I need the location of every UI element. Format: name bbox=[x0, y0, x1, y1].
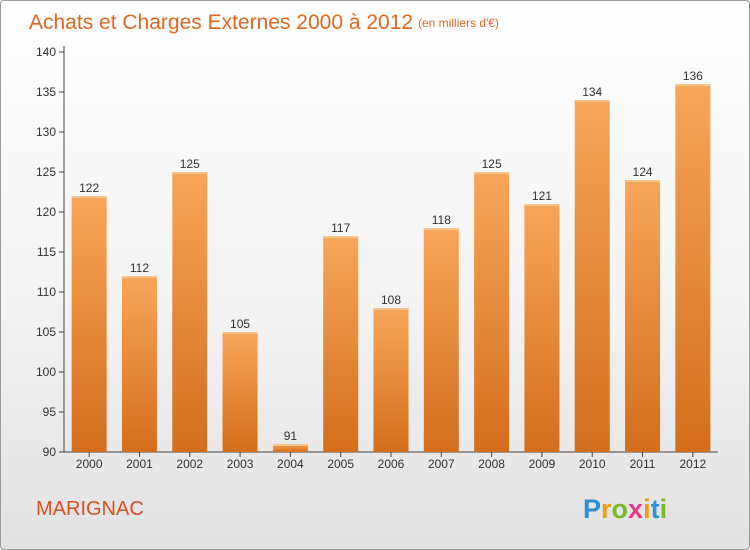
bar-top-highlight bbox=[121, 276, 157, 278]
bar-2008 bbox=[474, 172, 510, 452]
y-tick-label: 90 bbox=[43, 445, 57, 459]
bar-2006 bbox=[373, 308, 409, 452]
bar-top-highlight bbox=[323, 236, 359, 238]
bar-top-highlight bbox=[373, 308, 409, 310]
chart-title: Achats et Charges Externes 2000 à 2012 bbox=[29, 11, 413, 34]
value-label-2001: 112 bbox=[130, 261, 149, 275]
bar-2000 bbox=[71, 196, 107, 452]
y-tick-labels: 90 95 100 105 110 115 120 125 130 135 140 bbox=[36, 45, 56, 459]
value-label-2007: 118 bbox=[432, 213, 451, 227]
x-tick-label-2011: 2011 bbox=[630, 457, 656, 471]
proxiti-logo: Proxiti bbox=[583, 494, 667, 524]
bar-top-highlight bbox=[172, 172, 208, 174]
x-tick-label-2010: 2010 bbox=[579, 457, 606, 471]
logo-letter: o bbox=[612, 494, 629, 524]
x-tick-label-2003: 2003 bbox=[227, 457, 254, 471]
x-tick-labels: 2000 2001 2002 2003 2004 2005 2006 2007 2008 2009… bbox=[76, 457, 707, 471]
value-label-2005: 117 bbox=[331, 221, 350, 235]
x-tick-label-2008: 2008 bbox=[478, 457, 505, 471]
bar-top-highlight bbox=[423, 228, 459, 230]
y-tick-label: 100 bbox=[36, 365, 56, 379]
y-tick-label: 135 bbox=[36, 85, 56, 99]
bar-2003 bbox=[222, 332, 258, 452]
y-tick-label: 110 bbox=[37, 285, 56, 299]
x-tick-label-2009: 2009 bbox=[529, 457, 556, 471]
bar-top-highlight bbox=[574, 100, 610, 102]
chart-subtitle: (en milliers d'€) bbox=[418, 16, 499, 30]
y-tick-label: 130 bbox=[36, 125, 56, 139]
bar-top-highlight bbox=[625, 180, 661, 182]
bar-2004 bbox=[272, 444, 308, 452]
value-label-2011: 124 bbox=[633, 165, 653, 179]
x-tick-label-2002: 2002 bbox=[176, 457, 203, 471]
bar-top-highlight bbox=[71, 196, 107, 198]
bar-top-highlight bbox=[524, 204, 560, 206]
value-label-2012: 136 bbox=[683, 69, 703, 83]
value-label-2003: 105 bbox=[230, 317, 250, 331]
y-tick-label: 120 bbox=[36, 205, 56, 219]
bar-2011 bbox=[625, 180, 661, 452]
y-tick-label: 115 bbox=[37, 245, 56, 259]
y-tick-label: 140 bbox=[36, 45, 56, 59]
logo-letter: i bbox=[660, 494, 668, 524]
y-tick-label: 95 bbox=[43, 405, 57, 419]
x-tick-label-2000: 2000 bbox=[76, 457, 103, 471]
bar-2001 bbox=[121, 276, 157, 452]
x-tick-label-2005: 2005 bbox=[327, 457, 354, 471]
y-tick-label: 125 bbox=[36, 165, 56, 179]
x-tick-label-2012: 2012 bbox=[679, 457, 706, 471]
logo-letter: x bbox=[628, 494, 643, 524]
bar-2005 bbox=[323, 236, 359, 452]
y-tick-label: 105 bbox=[36, 325, 56, 339]
commune-name: MARIGNAC bbox=[36, 498, 144, 520]
value-label-2006: 108 bbox=[381, 293, 401, 307]
value-label-2009: 121 bbox=[532, 189, 552, 203]
x-tick-label-2001: 2001 bbox=[126, 457, 153, 471]
bar-top-highlight bbox=[222, 332, 258, 334]
bar-2012 bbox=[675, 84, 711, 452]
logo-letter: t bbox=[651, 494, 660, 524]
bar-2010 bbox=[574, 100, 610, 452]
value-label-2004: 91 bbox=[284, 429, 298, 443]
bar-top-highlight bbox=[675, 84, 711, 86]
bar-2002 bbox=[172, 172, 208, 452]
value-label-2002: 125 bbox=[180, 157, 200, 171]
value-label-2000: 122 bbox=[79, 181, 99, 195]
bars bbox=[71, 84, 711, 452]
x-tick-label-2007: 2007 bbox=[428, 457, 455, 471]
logo-letter: r bbox=[601, 494, 612, 524]
value-labels: 122 112 125 105 91 117 108 118 125 121 134 124 136 bbox=[79, 69, 703, 443]
value-label-2008: 125 bbox=[482, 157, 502, 171]
x-tick-label-2004: 2004 bbox=[277, 457, 304, 471]
x-tick-label-2006: 2006 bbox=[378, 457, 405, 471]
value-label-2010: 134 bbox=[582, 85, 602, 99]
bar-2009 bbox=[524, 204, 560, 452]
bar-top-highlight bbox=[474, 172, 510, 174]
bar-top-highlight bbox=[272, 444, 308, 446]
logo-letter: i bbox=[643, 494, 651, 524]
bar-2007 bbox=[423, 228, 459, 452]
logo-letter: P bbox=[583, 494, 601, 524]
